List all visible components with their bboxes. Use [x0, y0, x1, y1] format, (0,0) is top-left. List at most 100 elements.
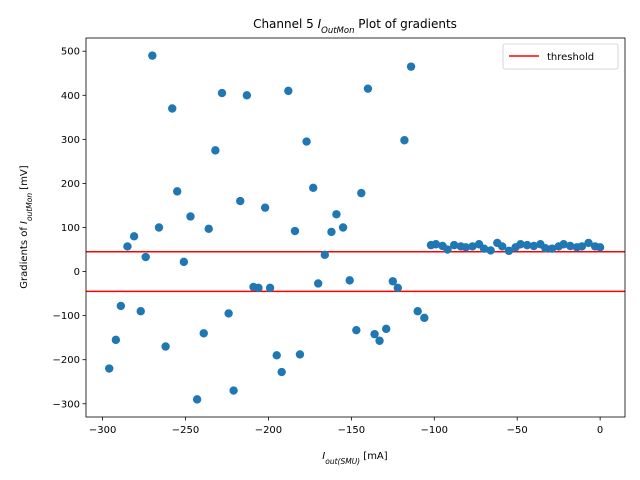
y-tick-label: 200: [61, 179, 80, 190]
data-point: [302, 137, 311, 146]
data-point: [504, 246, 514, 256]
title-subscript: OutMon: [321, 26, 354, 36]
data-point: [529, 241, 538, 251]
data-point: [161, 342, 170, 351]
data-point: [400, 136, 409, 145]
data-point: [486, 246, 495, 255]
x-axis-label: Iout(SMU) [mA]: [322, 451, 387, 466]
title-prefix: Channel 5: [253, 17, 318, 31]
data-point: [595, 243, 605, 252]
data-point: [186, 212, 195, 221]
data-point: [584, 238, 593, 248]
data-point: [559, 240, 568, 249]
data-point: [393, 283, 402, 293]
data-point: [345, 276, 354, 285]
data-point: [577, 242, 587, 251]
data-point: [148, 51, 157, 60]
data-point: [381, 324, 391, 334]
data-point: [352, 325, 361, 335]
legend-box: [502, 43, 619, 70]
data-point: [388, 277, 398, 286]
x-tick-label: −50: [507, 425, 528, 436]
data-point: [168, 104, 177, 113]
y-tick-label: 300: [61, 135, 80, 146]
data-point: [338, 223, 348, 232]
y-tick-label: 0: [74, 267, 80, 278]
data-point: [357, 188, 366, 198]
data-point: [541, 244, 550, 253]
data-point: [370, 329, 379, 339]
data-point: [443, 245, 452, 254]
data-point: [154, 223, 164, 232]
x-axis-units: [mA]: [360, 451, 388, 462]
data-point: [363, 84, 373, 93]
data-point: [116, 301, 126, 311]
x-tick-label: −150: [338, 425, 365, 436]
data-point: [236, 196, 245, 206]
data-point: [254, 283, 263, 293]
data-point: [420, 313, 429, 323]
data-point: [522, 240, 532, 250]
data-point: [199, 329, 208, 338]
data-point: [123, 242, 132, 251]
data-point: [217, 88, 227, 98]
data-point: [260, 203, 270, 212]
plot-area: [86, 38, 625, 417]
y-tick-label: −100: [53, 311, 80, 322]
y-axis-label: Gradients of IoutMon [mV]: [19, 165, 34, 288]
data-point: [375, 336, 384, 345]
x-axis-ticks: −300 −250 −200 −150 −100 −50 0: [89, 417, 603, 436]
data-point: [141, 252, 150, 262]
data-point: [406, 62, 416, 71]
data-point: [516, 240, 525, 249]
data-point: [295, 350, 305, 359]
data-point: [320, 250, 330, 260]
data-point: [431, 240, 441, 249]
y-tick-label: 100: [61, 223, 80, 234]
scatter-points: [105, 51, 605, 404]
data-point: [290, 226, 300, 236]
y-axis-subscript: outMon: [25, 193, 34, 221]
y-tick-label: 500: [61, 47, 80, 58]
y-tick-label: −300: [53, 399, 80, 410]
data-point: [284, 86, 293, 96]
title-suffix: Plot of gradients: [354, 17, 456, 31]
x-axis-subscript: out(SMU): [325, 457, 360, 466]
data-point: [461, 243, 470, 252]
legend-threshold-label: threshold: [547, 52, 594, 63]
data-point: [129, 232, 139, 241]
data-point: [211, 146, 220, 155]
y-axis-symbol: I: [19, 221, 30, 224]
chart-title: Channel 5 IOutMon Plot of gradients: [253, 17, 457, 36]
data-point: [179, 257, 189, 267]
legend: threshold: [502, 43, 619, 70]
threshold-lines: [86, 250, 625, 293]
data-point: [173, 187, 182, 196]
data-point: [498, 242, 507, 251]
data-point: [327, 227, 336, 237]
data-point: [265, 283, 275, 293]
x-tick-label: −100: [421, 425, 448, 436]
data-point: [449, 240, 459, 250]
x-tick-label: −250: [172, 425, 199, 436]
y-tick-label: −200: [53, 355, 80, 366]
y-axis-ticks: −300 −200 −100 0 100 200 300 400 500: [53, 47, 86, 410]
data-point: [313, 279, 323, 288]
x-tick-label: −300: [89, 425, 116, 436]
title-symbol: I: [318, 17, 322, 31]
data-point: [272, 351, 281, 360]
data-point: [229, 386, 238, 395]
plot-frame: [85, 37, 626, 418]
data-point: [309, 183, 318, 193]
data-point: [111, 335, 121, 345]
data-point: [192, 395, 202, 404]
y-axis-units: [mV]: [19, 165, 30, 193]
data-point: [224, 309, 233, 318]
data-point: [277, 367, 286, 377]
x-axis-symbol: I: [322, 451, 325, 462]
data-point: [468, 242, 477, 251]
x-tick-label: −200: [255, 425, 282, 436]
data-point: [413, 307, 422, 316]
data-point: [479, 244, 489, 253]
